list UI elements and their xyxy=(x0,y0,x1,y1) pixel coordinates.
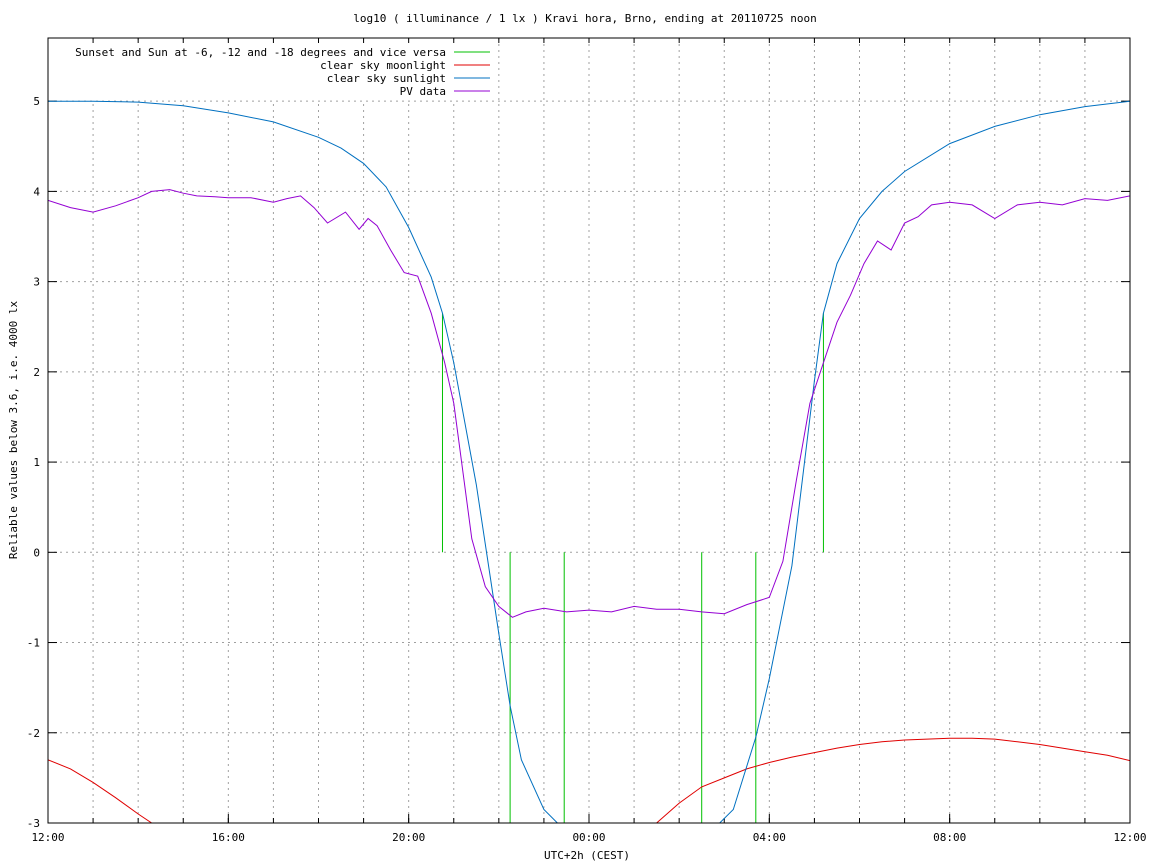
y-tick-label: 0 xyxy=(33,546,40,559)
y-tick-label: 2 xyxy=(33,366,40,379)
axis-ticks: 12:00 16:00 20:00 00:00 04:00 08:00 12:00-3-2-… xyxy=(27,38,1147,844)
y-tick-label: 5 xyxy=(33,95,40,108)
y-axis-label: Reliable values below 3.6, i.e. 4000 lx xyxy=(7,300,20,559)
legend-background xyxy=(50,44,496,100)
legend-label: PV data xyxy=(400,85,446,98)
legend-label: Sunset and Sun at -6, -12 and -18 degree… xyxy=(75,46,446,59)
x-tick-label: 08:00 xyxy=(933,831,966,844)
legend-label: clear sky sunlight xyxy=(327,72,446,85)
x-tick-label: 20:00 xyxy=(392,831,425,844)
series-line-3 xyxy=(48,100,1130,823)
x-tick-label: 12:00 xyxy=(31,831,64,844)
y-tick-label: -2 xyxy=(27,727,40,740)
y-tick-label: -1 xyxy=(27,637,40,650)
x-tick-label: 16:00 xyxy=(212,831,245,844)
legend-label: clear sky moonlight xyxy=(320,59,446,72)
plot-frame xyxy=(47,37,1131,824)
y-tick-label: -3 xyxy=(27,817,40,830)
y-tick-label: 3 xyxy=(33,276,40,289)
series-line-4 xyxy=(48,189,1130,618)
chart-title: log10 ( illuminance / 1 lx ) Kravi hora,… xyxy=(353,12,817,25)
y-tick-label: 1 xyxy=(33,456,40,469)
data-series xyxy=(48,100,1130,823)
x-axis-label: UTC+2h (CEST) xyxy=(544,849,630,862)
x-tick-label: 12:00 xyxy=(1113,831,1146,844)
grid-lines xyxy=(48,38,1130,823)
legend: Sunset and Sun at -6, -12 and -18 degree… xyxy=(75,46,490,98)
x-tick-label: 04:00 xyxy=(753,831,786,844)
series-line-2 xyxy=(48,737,1130,823)
x-tick-label: 00:00 xyxy=(572,831,605,844)
y-tick-label: 4 xyxy=(33,185,40,198)
